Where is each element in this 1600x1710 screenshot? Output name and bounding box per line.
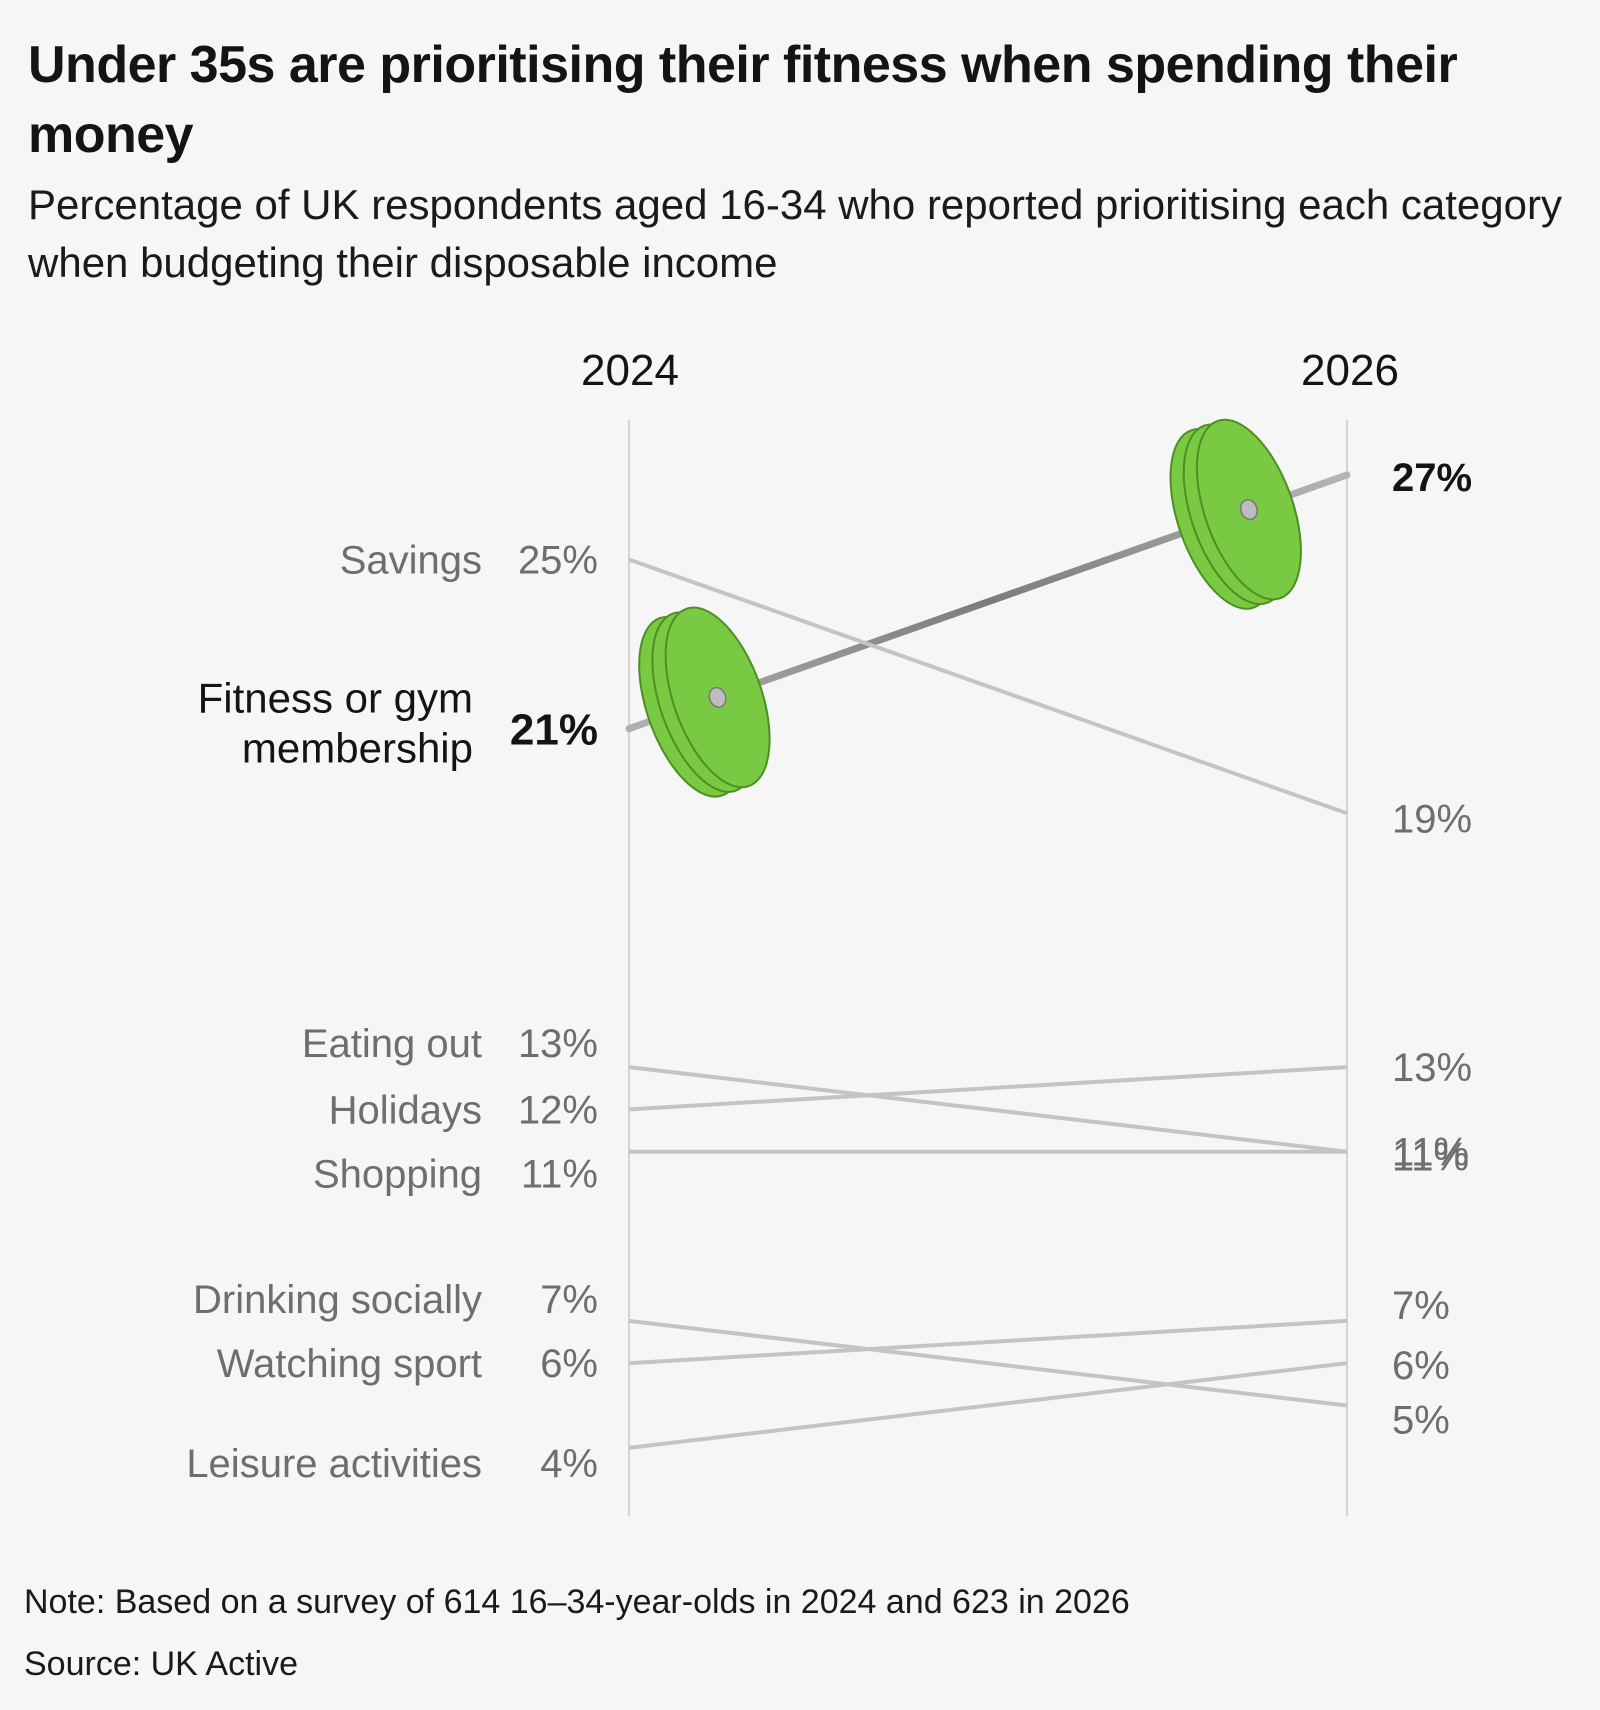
chart-source: Source: UK Active (24, 1645, 299, 1683)
start-value-leisure-activities: 4% (540, 1442, 598, 1486)
end-value-holidays: 13% (1392, 1046, 1472, 1090)
series-name-fitness-or-gym-membership-line-1: Fitness or gym (198, 675, 473, 722)
end-value-shopping: 11% (1392, 1136, 1469, 1180)
chart-title: Under 35s are prioritising their fitness… (28, 36, 1458, 164)
start-value-eating-out: 13% (518, 1022, 598, 1066)
start-value-shopping: 11% (521, 1153, 598, 1197)
end-value-fitness-or-gym-membership: 27% (1392, 456, 1472, 500)
end-value-eating-out: 11% (1392, 1131, 1469, 1175)
chart-subtitle: Percentage of UK respondents aged 16-34 … (28, 181, 1562, 286)
x-label-2026: 2026 (1301, 346, 1399, 395)
series-name-holidays: Holidays (329, 1088, 482, 1132)
x-label-2024: 2024 (581, 346, 679, 395)
series-name-shopping: Shopping (313, 1153, 482, 1197)
series-name-watching-sport: Watching sport (217, 1342, 482, 1386)
chart-note: Note: Based on a survey of 614 16–34-yea… (24, 1583, 1130, 1621)
end-value-leisure-activities: 6% (1392, 1344, 1450, 1388)
barbell-plate-right (1169, 418, 1302, 610)
plate-hub (1239, 499, 1258, 521)
plate-hub (708, 686, 727, 708)
barbell-plate-left (638, 606, 771, 798)
series-line-savings (628, 557, 1348, 816)
series-name-eating-out: Eating out (302, 1022, 482, 1066)
series-name-fitness-or-gym-membership-line-2: membership (242, 725, 473, 772)
barbell-fitness-or-gym-membership (625, 418, 1351, 798)
series-line-holidays (628, 1065, 1348, 1112)
series-name-drinking-socially: Drinking socially (193, 1278, 482, 1322)
start-value-savings: 25% (518, 539, 598, 583)
start-value-watching-sport: 6% (540, 1342, 598, 1386)
end-value-savings: 19% (1392, 797, 1472, 841)
end-value-watching-sport: 7% (1392, 1284, 1450, 1328)
start-value-fitness-or-gym-membership: 21% (510, 706, 598, 755)
series-line-watching-sport (628, 1318, 1348, 1366)
start-value-drinking-socially: 7% (540, 1278, 598, 1322)
series-name-leisure-activities: Leisure activities (186, 1442, 482, 1486)
end-value-drinking-socially: 5% (1392, 1399, 1450, 1443)
series-line-leisure-activities (628, 1361, 1348, 1450)
series-name-savings: Savings (340, 539, 482, 583)
series-line-drinking-socially (628, 1318, 1348, 1408)
series-line-eating-out (628, 1065, 1348, 1154)
start-value-holidays: 12% (518, 1088, 598, 1132)
